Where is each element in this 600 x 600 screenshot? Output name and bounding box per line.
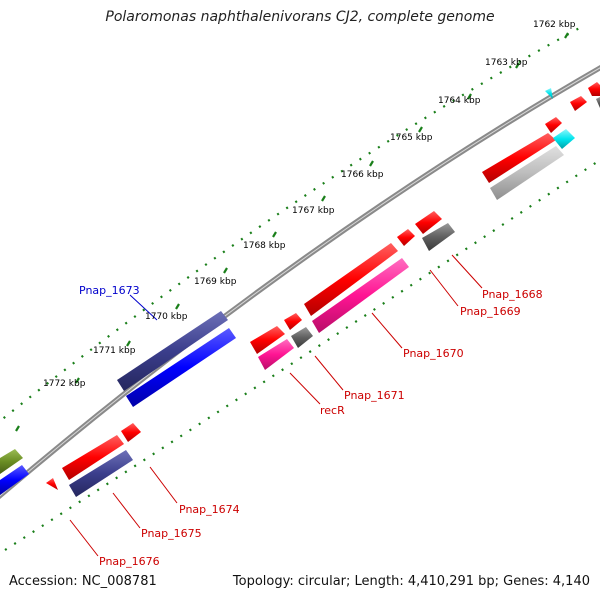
gene-label[interactable]: Pnap_1670 [403,347,464,360]
gene-cds-forward [304,243,398,316]
gene-cds-forward [46,478,58,490]
gene-cds-forward [545,117,562,133]
genome-backbone [0,65,600,500]
tick-label: 1770 kbp [145,312,188,322]
gene-label[interactable]: recR [320,404,345,417]
gene-trna [312,258,409,333]
gene-pseudo [490,146,564,200]
label-leaders [69,254,483,557]
gene-olive-feature [0,449,23,474]
gene-blue-feature [0,465,29,495]
major-ticks-outer [15,32,569,432]
tick-label: 1769 kbp [194,277,237,287]
gene-blue-feature [126,328,236,407]
inner-tick-track [4,159,600,551]
gene-cds-forward [284,313,302,330]
tick-label: 1768 kbp [243,241,286,251]
gene-label[interactable]: Pnap_1669 [460,305,521,318]
gene-label[interactable]: Pnap_1671 [344,389,405,402]
accession-text: Accession: NC_008781 [9,574,157,589]
tick-label: 1765 kbp [390,133,433,143]
gene-cds-forward [121,423,141,442]
genome-summary-text: Topology: circular; Length: 4,410,291 bp… [232,574,590,589]
gene-label[interactable]: Pnap_1675 [141,527,202,540]
gene-other [596,97,600,108]
gene-cds-forward [250,326,285,354]
tick-label: 1766 kbp [341,170,384,180]
tick-label: 1767 kbp [292,206,335,216]
gene-features [0,82,600,497]
gene-label[interactable]: Pnap_1668 [482,288,543,301]
gene-cyan-feature [545,88,553,99]
tick-label: 1764 kbp [438,96,481,106]
gene-cds-forward [482,133,556,183]
gene-cds-forward [588,82,600,96]
gene-cds-forward [415,211,442,234]
figure-title: Polaromonas naphthalenivorans CJ2, compl… [105,9,495,25]
gene-label[interactable]: Pnap_1674 [179,503,240,516]
tick-label: 1772 kbp [43,379,86,389]
tick-label: 1771 kbp [93,346,136,356]
gene-other [422,223,455,251]
gene-trna [258,339,294,370]
gene-cyan-feature [553,129,575,149]
gene-cds-forward [397,229,415,246]
gene-label[interactable]: Pnap_1676 [99,555,160,568]
gene-other [291,327,313,348]
outer-tick-track [0,24,586,423]
gene-label[interactable]: Pnap_1673 [79,284,140,297]
tick-label: 1762 kbp [533,20,576,30]
gene-navy-feature [117,311,228,391]
gene-cds-forward [62,435,124,480]
tick-label: 1763 kbp [485,58,528,68]
gene-navy-feature [69,450,133,497]
gene-cds-forward [570,96,587,111]
